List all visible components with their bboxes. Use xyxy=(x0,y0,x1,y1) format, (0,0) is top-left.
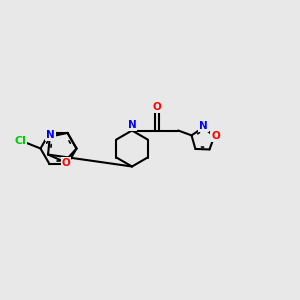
Text: N: N xyxy=(199,121,208,131)
Text: Cl: Cl xyxy=(14,136,26,146)
Text: O: O xyxy=(152,102,161,112)
Text: O: O xyxy=(61,158,70,168)
Text: N: N xyxy=(46,130,55,140)
Text: O: O xyxy=(212,131,220,141)
Text: N: N xyxy=(128,120,136,130)
